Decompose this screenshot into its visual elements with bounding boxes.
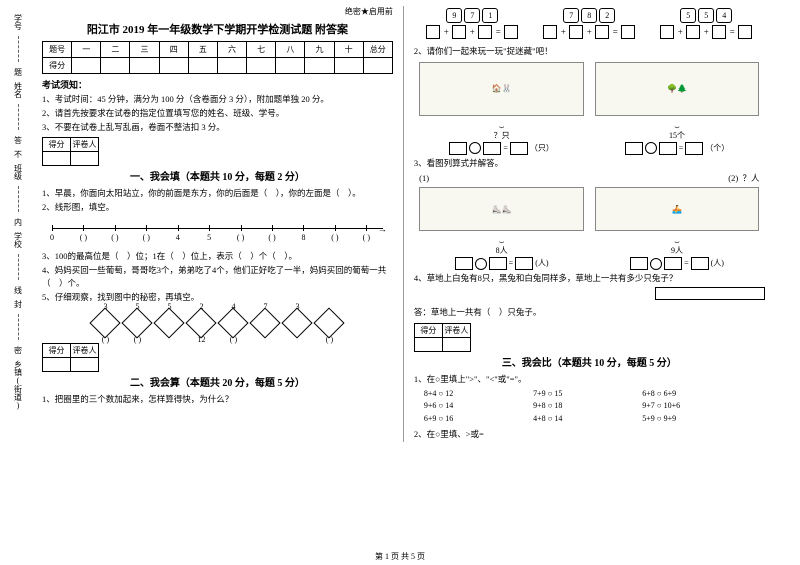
score-table: 题号一二三四五六七八九十总分 得分: [42, 41, 393, 74]
rule-3: 3、不要在试卷上乱写乱画，卷面不整洁扣 3 分。: [42, 121, 393, 134]
sidebar-xiang: 乡镇(街道): [13, 360, 24, 410]
q1-4: 4、妈妈买回一些葡萄，哥哥吃3个，弟弟吃了4个，他们正好吃了一半，妈妈买回的葡萄…: [42, 264, 393, 277]
number-line: → 0( )( )( )45( )( )8( )( ): [52, 218, 383, 246]
left-column: 绝密★启用前 阳江市 2019 年一年级数学下学期开学检测试题 附答案 题号一二…: [36, 6, 399, 442]
boat-pic: 🚣: [595, 187, 760, 231]
score-mini-3: 得分评卷人: [414, 323, 471, 352]
number-cards: 971782554: [414, 8, 765, 23]
q1-4b: （ ）个。: [42, 277, 393, 290]
sidebar-note8: 题: [13, 68, 24, 76]
rule-1: 1、考试时间：45 分钟，满分为 100 分（含卷面分 3 分），附加题单独 2…: [42, 93, 393, 106]
q1-3: 3、100的最高位是（ ）位；1在（ ）位上，表示（ ）个（ ）。: [42, 250, 393, 263]
page-footer: 第 1 页 共 5 页: [0, 551, 800, 562]
rule-2: 2、请首先按要求在试卷的指定位置填写您的姓名、班级、学号。: [42, 107, 393, 120]
hide-seek-pic-2: 🌳🌲: [595, 62, 760, 116]
right-column: 971782554 ++=++=++= 2、请你们一起来玩一玩"捉迷藏"吧！ 🏠…: [408, 6, 771, 442]
exam-notice-header: 考试须知：: [42, 78, 393, 91]
section-1-title: 一、我会填（本题共 10 分，每题 2 分）: [42, 168, 393, 183]
brace-left: ？只: [419, 130, 584, 141]
q1-1: 1、早晨，你面向太阳站立，你的前面是东方，你的后面是（ ），你的左面是（ ）。: [42, 187, 393, 200]
equation-boxes: ++=++=++=: [414, 25, 765, 39]
q2-3: 3、看图列算式并解答。: [414, 157, 765, 170]
sidebar-xuexiao: 学校: [13, 232, 24, 248]
binding-sidebar: 学号 题 姓名 答 不 班级 内 学校 线 封 密 乡镇(街道): [4, 8, 32, 548]
sidebar-note6: 不: [13, 150, 24, 158]
q1-5: 5、仔细观察，找到图中的秘密，再填空。: [42, 291, 393, 304]
sidebar-note3: 线: [13, 286, 24, 294]
sidebar-note2: 内: [13, 218, 24, 226]
section-2-title: 二、我会算（本题共 20 分，每题 5 分）: [42, 374, 393, 389]
sidebar-note4: 封: [13, 300, 24, 308]
q2-2: 2、请你们一起来玩一玩"捉迷藏"吧！: [414, 45, 765, 58]
secret-mark: 绝密★启用前: [42, 6, 393, 17]
diamond-pattern: 3( )5( )52124( )73( ): [42, 307, 393, 339]
paper-title: 阳江市 2019 年一年级数学下学期开学检测试题 附答案: [42, 21, 393, 37]
section-3-title: 三、我会比（本题共 10 分，每题 5 分）: [414, 354, 765, 369]
sidebar-note7: 答: [13, 136, 24, 144]
sidebar-note5: 密: [13, 346, 24, 354]
sidebar-xingming: 姓名: [13, 82, 24, 98]
q2-1: 1、把圈里的三个数加起来，怎样算得快，为什么？: [42, 393, 393, 406]
q2-4: 4、草地上白兔有8只，黑兔和白兔同样多，草地上一共有多少只兔子？: [414, 272, 765, 285]
score-mini-1: 得分评卷人: [42, 137, 99, 166]
sidebar-banji: 班级: [13, 164, 24, 180]
brace-right: 15个: [595, 130, 760, 141]
q3-2: 2、在○里填、>或=: [414, 428, 765, 441]
q3-1: 1、在○里填上">"、"<"或"="。: [414, 373, 765, 386]
sidebar-xuehao: 学号: [13, 14, 24, 30]
comparison-grid: 8+4 ○ 127+9 ○ 156+8 ○ 6+99+6 ○ 149+8 ○ 1…: [424, 388, 755, 426]
q1-2: 2、线形图，填空。: [42, 201, 393, 214]
hide-seek-pic-1: 🏠🐰: [419, 62, 584, 116]
q2-4-ans: 答：草地上一共有（ ）只兔子。: [414, 306, 765, 319]
score-mini-2: 得分评卷人: [42, 343, 99, 372]
skate-pic: ⛸️⛸️: [419, 187, 584, 231]
